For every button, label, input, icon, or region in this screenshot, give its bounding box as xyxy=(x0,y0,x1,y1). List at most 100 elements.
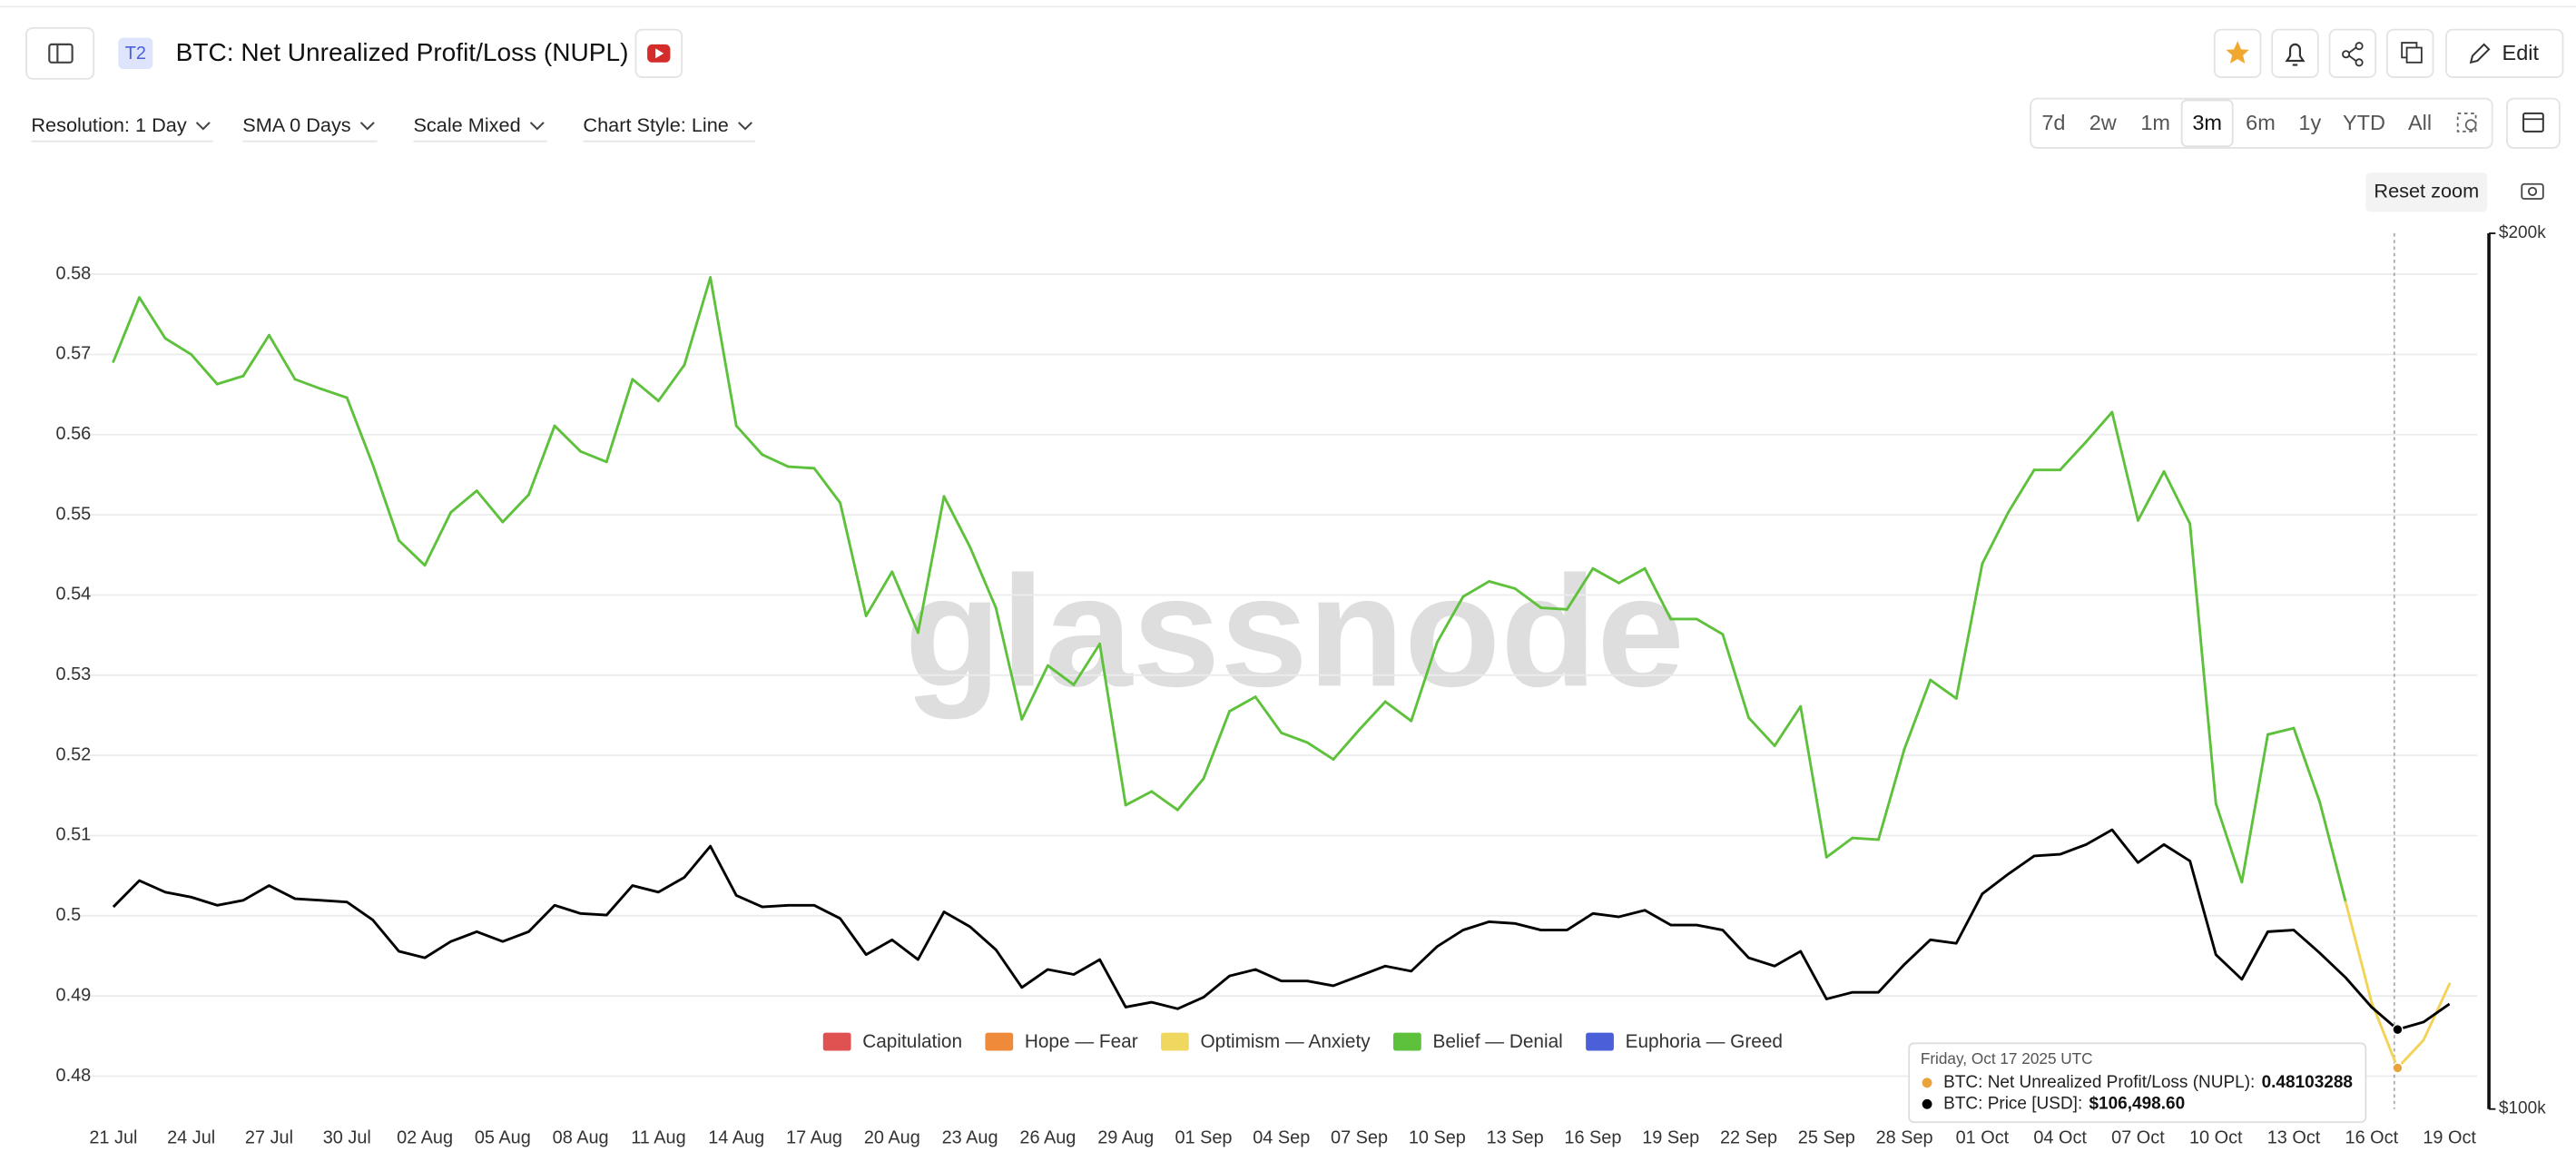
hover-dot xyxy=(2392,1023,2404,1036)
legend-item[interactable]: Capitulation xyxy=(822,1031,962,1052)
legend-swatch xyxy=(1586,1032,1614,1051)
line-segment xyxy=(2292,726,2322,803)
dropdown[interactable]: SMA 0 Days xyxy=(242,113,378,143)
line-segment xyxy=(786,465,816,470)
dropdown[interactable]: Scale Mixed xyxy=(413,113,547,143)
line-segment xyxy=(1591,566,1620,585)
x-tick-label: 08 Aug xyxy=(553,1128,609,1148)
legend-label: Belief — Denial xyxy=(1432,1031,1562,1052)
price-line xyxy=(112,828,2451,1031)
legend-item[interactable]: Euphoria — Greed xyxy=(1586,1031,1783,1052)
x-tick-label: 28 Sep xyxy=(1876,1128,1933,1148)
line-segment xyxy=(1954,562,1984,700)
x-tick-label: 01 Sep xyxy=(1175,1128,1232,1148)
legend-swatch xyxy=(1393,1032,1421,1051)
line-segment xyxy=(579,449,608,464)
y2-tick-label: $200k xyxy=(2499,223,2546,242)
line-segment xyxy=(501,493,530,524)
line-segment xyxy=(2240,733,2269,884)
line-segment xyxy=(1254,695,1283,734)
range-selector: 7d 2w 1m 3m 6m 1y YTD All xyxy=(2030,97,2493,149)
x-tick-label: 13 Oct xyxy=(2267,1128,2321,1148)
zoom-select-icon[interactable] xyxy=(2456,113,2477,133)
legend-item[interactable]: Optimism — Anxiety xyxy=(1161,1031,1371,1052)
line-segment xyxy=(268,333,297,381)
line-segment xyxy=(605,378,634,464)
line-segment xyxy=(1202,710,1232,781)
range-option[interactable]: 3m xyxy=(2192,111,2222,134)
tooltip: Friday, Oct 17 2025 UTC BTC: Net Unrealiz… xyxy=(1908,1042,2367,1124)
line-segment xyxy=(2266,726,2296,736)
alert-button[interactable] xyxy=(2271,28,2319,78)
line-segment xyxy=(1175,777,1205,812)
favorite-button[interactable] xyxy=(2213,28,2262,78)
range-option[interactable]: All xyxy=(2408,111,2432,134)
legend-item[interactable]: Belief — Denial xyxy=(1393,1031,1563,1052)
share-button[interactable] xyxy=(2328,28,2377,78)
line-segment xyxy=(1643,566,1673,621)
range-option[interactable]: 7d xyxy=(2041,111,2065,134)
range-option[interactable]: 1m xyxy=(2140,111,2170,134)
tier-badge xyxy=(118,37,153,70)
copy-button[interactable] xyxy=(2385,28,2434,78)
line-segment xyxy=(553,424,583,453)
dropdown-label: Resolution: 1 Day xyxy=(31,113,186,136)
line-segment xyxy=(1565,566,1595,611)
x-tick-label: 05 Aug xyxy=(475,1128,531,1148)
tooltip-title: Friday, Oct 17 2025 UTC xyxy=(1921,1049,2093,1068)
legend-item[interactable]: Hope — Fear xyxy=(985,1031,1138,1052)
line-segment xyxy=(2162,469,2192,526)
line-segment xyxy=(2059,440,2088,472)
line-segment xyxy=(1435,595,1465,645)
legend-label: Hope — Fear xyxy=(1025,1031,1138,1052)
y-tick-label: 0.58 xyxy=(56,263,92,283)
line-segment xyxy=(1903,678,1932,751)
line-segment xyxy=(683,276,713,367)
range-option[interactable]: YTD xyxy=(2343,111,2385,134)
y-tick-label: 0.53 xyxy=(56,664,92,684)
range-active xyxy=(2180,99,2234,148)
edit-button[interactable]: Edit xyxy=(2445,28,2564,78)
range-option[interactable]: 2w xyxy=(2089,111,2118,134)
line-segment xyxy=(656,363,686,403)
line-segment xyxy=(2395,1038,2425,1069)
line-segment xyxy=(526,424,556,497)
dropdown-chevron xyxy=(738,122,752,131)
dropdown[interactable]: Chart Style: Line xyxy=(583,113,755,143)
line-segment xyxy=(1773,704,1803,747)
snapshot-button[interactable] xyxy=(2521,182,2544,200)
x-tick-label: 21 Jul xyxy=(89,1128,137,1148)
x-tick-label: 07 Sep xyxy=(1331,1128,1388,1148)
range-option[interactable]: 1y xyxy=(2298,111,2321,134)
line-segment xyxy=(1513,586,1543,610)
line-segment xyxy=(1539,606,1568,611)
x-tick-label: 13 Sep xyxy=(1487,1128,1544,1148)
chart-title: BTC: Net Unrealized Profit/Loss (NUPL) xyxy=(176,38,629,66)
hover-dot xyxy=(2392,1062,2404,1074)
tooltip-value: 0.48103288 xyxy=(2262,1073,2353,1092)
dropdown-label: Chart Style: Line xyxy=(583,113,728,136)
range-option[interactable]: 6m xyxy=(2246,111,2276,134)
line-segment xyxy=(1929,678,1958,700)
tooltip-label: BTC: Price [USD]: xyxy=(1943,1094,2082,1113)
line-segment xyxy=(890,570,919,635)
line-segment xyxy=(1617,566,1647,585)
dropdown-label: SMA 0 Days xyxy=(242,113,351,136)
reset-zoom-label: Reset zoom xyxy=(2374,180,2479,202)
sidebar-toggle[interactable] xyxy=(25,26,95,80)
reset-zoom-button[interactable]: Reset zoom xyxy=(2365,172,2488,212)
calendar-button[interactable] xyxy=(2506,97,2561,149)
line-segment xyxy=(994,606,1024,721)
line-segment xyxy=(163,337,193,356)
dropdown-label: Scale Mixed xyxy=(413,113,520,136)
line-segment xyxy=(293,378,323,390)
x-tick-label: 19 Sep xyxy=(1642,1128,1699,1148)
dropdown[interactable]: Resolution: 1 Day xyxy=(31,113,213,143)
x-tick-label: 19 Oct xyxy=(2423,1128,2476,1148)
youtube-button[interactable] xyxy=(634,28,683,78)
x-tick-label: 27 Jul xyxy=(245,1128,293,1148)
x-tick-label: 10 Oct xyxy=(2189,1128,2243,1148)
line-segment xyxy=(320,387,349,399)
